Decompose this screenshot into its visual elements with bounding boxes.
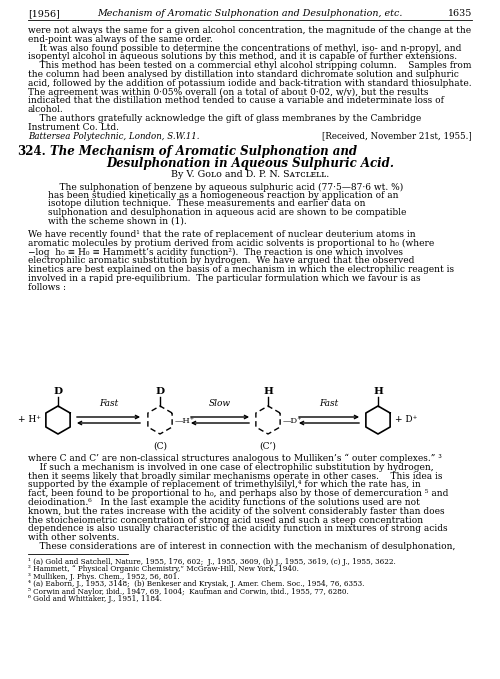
Text: The sulphonation of benzene by aqueous sulphuric acid (77·5—87·6 wt. %): The sulphonation of benzene by aqueous s… bbox=[48, 183, 403, 191]
Text: —D⁺: —D⁺ bbox=[283, 417, 302, 425]
Text: H: H bbox=[373, 387, 383, 396]
Text: (C’): (C’) bbox=[260, 442, 276, 451]
Text: fact, been found to be proportional to h₀, and perhaps also by those of demercur: fact, been found to be proportional to h… bbox=[28, 489, 448, 498]
Text: where C and C’ are non-classical structures analogous to Mulliken’s “ outer comp: where C and C’ are non-classical structu… bbox=[28, 454, 442, 463]
Text: Instrument Co. Ltd.: Instrument Co. Ltd. bbox=[28, 123, 119, 132]
Text: These considerations are of interest in connection with the mechanism of desulph: These considerations are of interest in … bbox=[28, 542, 456, 551]
Text: end-point was always of the same order.: end-point was always of the same order. bbox=[28, 35, 213, 44]
Text: Desulphonation in Aqueous Sulphuric Acid.: Desulphonation in Aqueous Sulphuric Acid… bbox=[106, 158, 394, 170]
Text: Slow: Slow bbox=[209, 399, 231, 408]
Text: ⁴ (a) Eaborn, J., 1953, 3148;  (b) Benkeser and Krysiak, J. Amer. Chem. Soc., 19: ⁴ (a) Eaborn, J., 1953, 3148; (b) Benkes… bbox=[28, 581, 364, 588]
Text: Fast: Fast bbox=[320, 399, 338, 408]
Text: The Mechanism of Aromatic Sulphonation and: The Mechanism of Aromatic Sulphonation a… bbox=[50, 145, 357, 158]
Text: If such a mechanism is involved in one case of electrophilic substitution by hyd: If such a mechanism is involved in one c… bbox=[28, 463, 434, 472]
Text: indicated that the distillation method tended to cause a variable and indetermin: indicated that the distillation method t… bbox=[28, 96, 444, 105]
Text: sulphonation and desulphonation in aqueous acid are shown to be compatible: sulphonation and desulphonation in aqueo… bbox=[48, 208, 406, 217]
Text: then it seems likely that broadly similar mechanisms operate in other cases.    : then it seems likely that broadly simila… bbox=[28, 472, 442, 481]
Text: + D⁺: + D⁺ bbox=[395, 416, 417, 424]
Text: known, but the rates increase with the acidity of the solvent considerably faste: known, but the rates increase with the a… bbox=[28, 507, 444, 516]
Text: The authors gratefully acknowledge the gift of glass membranes by the Cambridge: The authors gratefully acknowledge the g… bbox=[28, 114, 421, 123]
Text: [1956]: [1956] bbox=[28, 9, 60, 18]
Text: ⁵ Corwin and Naylor, ibid., 1947, 69, 1004;  Kaufman and Corwin, ibid., 1955, 77: ⁵ Corwin and Naylor, ibid., 1947, 69, 10… bbox=[28, 588, 349, 595]
Text: electrophilic aromatic substitution by hydrogen.  We have argued that the observ: electrophilic aromatic substitution by h… bbox=[28, 256, 414, 265]
Text: supported by the example of replacement of trimethylsilyl,⁴ for which the rate h: supported by the example of replacement … bbox=[28, 481, 421, 490]
Text: [Received, November 21st, 1955.]: [Received, November 21st, 1955.] bbox=[322, 132, 472, 141]
Text: ⁶ Gold and Whittaker, J., 1951, 1184.: ⁶ Gold and Whittaker, J., 1951, 1184. bbox=[28, 595, 162, 604]
Text: isotope dilution technique.  These measurements and earlier data on: isotope dilution technique. These measur… bbox=[48, 200, 366, 208]
Text: We have recently found¹ that the rate of replacement of nuclear deuterium atoms : We have recently found¹ that the rate of… bbox=[28, 230, 415, 239]
Text: 324.: 324. bbox=[17, 145, 46, 158]
Text: ³ Mulliken, J. Phys. Chem., 1952, 56, 801.: ³ Mulliken, J. Phys. Chem., 1952, 56, 80… bbox=[28, 573, 180, 581]
Text: −log  h₀ ≡ H₀ ≡ Hammett’s acidity function²).  The reaction is one which involve: −log h₀ ≡ H₀ ≡ Hammett’s acidity functio… bbox=[28, 248, 403, 257]
Text: has been studied kinetically as a homogeneous reaction by application of an: has been studied kinetically as a homoge… bbox=[48, 191, 399, 200]
Text: isopentyl alcohol in aqueous solutions by this method, and it is capable of furt: isopentyl alcohol in aqueous solutions b… bbox=[28, 52, 457, 61]
Text: —H⁺: —H⁺ bbox=[175, 417, 195, 425]
Text: were not always the same for a given alcohol concentration, the magnitude of the: were not always the same for a given alc… bbox=[28, 26, 471, 35]
Text: alcohol.: alcohol. bbox=[28, 105, 64, 114]
Text: with other solvents.: with other solvents. bbox=[28, 533, 120, 543]
Text: Mechanism of Aromatic Sulphonation and Desulphonation, etc.: Mechanism of Aromatic Sulphonation and D… bbox=[98, 9, 403, 18]
Text: H: H bbox=[263, 387, 273, 396]
Text: deiodination.⁶   In the last example the acidity functions of the solutions used: deiodination.⁶ In the last example the a… bbox=[28, 498, 420, 507]
Text: (C): (C) bbox=[153, 442, 167, 451]
Text: involved in a rapid pre-equilibrium.  The particular formulation which we favour: involved in a rapid pre-equilibrium. The… bbox=[28, 274, 420, 283]
Text: aromatic molecules by protium derived from acidic solvents is proportional to h₀: aromatic molecules by protium derived fr… bbox=[28, 239, 434, 248]
Text: The agreement was within 0·05% overall (on a total of about 0·02, w/v), but the : The agreement was within 0·05% overall (… bbox=[28, 88, 428, 96]
Text: ¹ (a) Gold and Satchell, Nature, 1955, 176, 602;  J., 1955, 3609, (b) J., 1955, : ¹ (a) Gold and Satchell, Nature, 1955, 1… bbox=[28, 558, 396, 566]
Text: with the scheme shown in (1).: with the scheme shown in (1). bbox=[48, 217, 187, 225]
Text: + H⁺: + H⁺ bbox=[18, 416, 42, 424]
Text: ² Hammett, “ Physical Organic Chemistry,” McGraw-Hill, New York, 1940.: ² Hammett, “ Physical Organic Chemistry,… bbox=[28, 566, 299, 573]
Text: This method has been tested on a commercial ethyl alcohol stripping column.    S: This method has been tested on a commerc… bbox=[28, 61, 471, 70]
Text: follows :: follows : bbox=[28, 282, 66, 292]
Text: 1635: 1635 bbox=[448, 9, 472, 18]
Text: Battersea Polytechnic, London, S.W.11.: Battersea Polytechnic, London, S.W.11. bbox=[28, 132, 200, 141]
Text: dependence is also usually characteristic of the acidity function in mixtures of: dependence is also usually characteristi… bbox=[28, 524, 448, 534]
Text: D: D bbox=[54, 387, 62, 396]
Text: acid, followed by the addition of potassium iodide and back-titration with stand: acid, followed by the addition of potass… bbox=[28, 79, 471, 88]
Text: By V. Gᴏʟᴏ and D. P. N. Sᴀᴛᴄʟᴇʟʟ.: By V. Gᴏʟᴏ and D. P. N. Sᴀᴛᴄʟᴇʟʟ. bbox=[171, 170, 329, 179]
Text: the column had been analysed by distillation into standard dichromate solution a: the column had been analysed by distilla… bbox=[28, 70, 459, 79]
Text: Fast: Fast bbox=[99, 399, 118, 408]
Text: kinetics are best explained on the basis of a mechanism in which the electrophil: kinetics are best explained on the basis… bbox=[28, 265, 454, 274]
Text: the stoicheiometric concentration of strong acid used and such a steep concentra: the stoicheiometric concentration of str… bbox=[28, 515, 423, 525]
Text: D: D bbox=[156, 387, 164, 396]
Text: It was also found possible to determine the concentrations of methyl, iso- and n: It was also found possible to determine … bbox=[28, 43, 462, 52]
